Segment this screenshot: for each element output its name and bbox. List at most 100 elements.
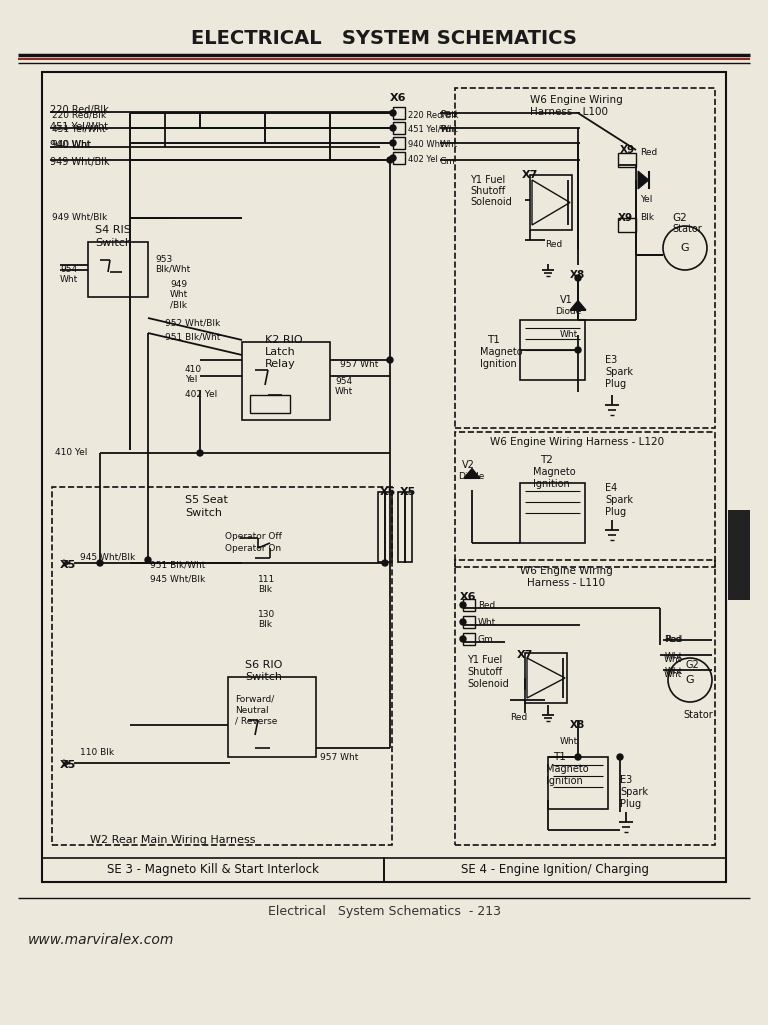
Text: Y1 Fuel: Y1 Fuel bbox=[470, 175, 505, 184]
Text: X5: X5 bbox=[400, 487, 416, 497]
Text: 957 Wht: 957 Wht bbox=[340, 360, 379, 369]
Text: 451 Yel/Wht: 451 Yel/Wht bbox=[50, 122, 108, 132]
Text: W6 Engine Wiring Harness - L120: W6 Engine Wiring Harness - L120 bbox=[490, 437, 664, 447]
Text: 951 Blk/Wht: 951 Blk/Wht bbox=[165, 333, 220, 342]
Text: Switch: Switch bbox=[185, 508, 222, 518]
Text: 949: 949 bbox=[170, 280, 187, 289]
Text: 951 Blk/Wht: 951 Blk/Wht bbox=[150, 560, 205, 569]
Bar bbox=[463, 633, 475, 645]
Text: 949 Wht/Blk: 949 Wht/Blk bbox=[52, 213, 108, 222]
Bar bbox=[463, 599, 475, 611]
Text: S4 RIS: S4 RIS bbox=[95, 226, 131, 235]
Text: X7: X7 bbox=[517, 650, 533, 660]
Text: S6 RIO: S6 RIO bbox=[245, 660, 283, 670]
Text: Pur: Pur bbox=[440, 125, 455, 134]
Text: W6 Engine Wiring: W6 Engine Wiring bbox=[520, 566, 613, 576]
Text: X7: X7 bbox=[522, 170, 538, 180]
Bar bbox=[250, 395, 290, 413]
Circle shape bbox=[460, 602, 466, 608]
Bar bbox=[384, 858, 726, 882]
Text: Electrical   System Schematics  - 213: Electrical System Schematics - 213 bbox=[267, 905, 501, 918]
Polygon shape bbox=[464, 468, 480, 478]
Text: Plug: Plug bbox=[605, 379, 626, 390]
Text: Wht: Wht bbox=[560, 330, 578, 339]
Text: Wht: Wht bbox=[664, 670, 682, 679]
Text: 952 Wht/Blk: 952 Wht/Blk bbox=[165, 318, 220, 327]
Text: Blk: Blk bbox=[640, 213, 654, 222]
Text: Magneto: Magneto bbox=[480, 347, 523, 357]
Text: Red: Red bbox=[665, 636, 682, 644]
Text: Red: Red bbox=[440, 110, 457, 119]
Bar bbox=[618, 218, 636, 232]
Text: Harness - L110: Harness - L110 bbox=[527, 578, 605, 588]
Text: Stator: Stator bbox=[683, 710, 713, 720]
Text: X5: X5 bbox=[380, 487, 396, 497]
Text: 451 Yel/Wht: 451 Yel/Wht bbox=[408, 125, 458, 134]
Text: Wht: Wht bbox=[664, 655, 682, 664]
Text: Solenoid: Solenoid bbox=[467, 679, 508, 689]
Text: X5: X5 bbox=[60, 560, 76, 570]
Text: Switch: Switch bbox=[245, 672, 282, 682]
Text: /Blk: /Blk bbox=[170, 300, 187, 309]
Text: SE 4 - Engine Ignition/ Charging: SE 4 - Engine Ignition/ Charging bbox=[461, 863, 649, 876]
Text: Harness - L100: Harness - L100 bbox=[530, 107, 608, 117]
Bar bbox=[52, 487, 392, 845]
Text: Red: Red bbox=[478, 601, 495, 610]
Text: Blk/Wht: Blk/Wht bbox=[155, 265, 190, 274]
Text: Spark: Spark bbox=[620, 787, 648, 797]
Circle shape bbox=[387, 157, 393, 163]
Text: Plug: Plug bbox=[605, 507, 626, 517]
Text: Red: Red bbox=[664, 636, 681, 644]
Bar bbox=[455, 432, 715, 567]
Text: X8: X8 bbox=[570, 270, 585, 280]
Bar bbox=[520, 320, 585, 380]
Text: E4: E4 bbox=[605, 483, 617, 493]
Circle shape bbox=[575, 347, 581, 353]
Text: 402 Yel: 402 Yel bbox=[185, 390, 217, 399]
Text: Operator On: Operator On bbox=[225, 544, 281, 554]
Bar bbox=[393, 152, 405, 164]
Text: Ignition: Ignition bbox=[533, 479, 570, 489]
Text: V2: V2 bbox=[462, 460, 475, 470]
Circle shape bbox=[460, 636, 466, 642]
Text: Blk: Blk bbox=[258, 620, 272, 629]
Text: Operator Off: Operator Off bbox=[225, 532, 282, 541]
Bar bbox=[378, 492, 392, 562]
Circle shape bbox=[197, 450, 203, 456]
Circle shape bbox=[382, 560, 388, 566]
Bar bbox=[88, 242, 148, 297]
Circle shape bbox=[390, 110, 396, 116]
Text: 410: 410 bbox=[185, 365, 202, 374]
Text: X9: X9 bbox=[620, 145, 635, 155]
Circle shape bbox=[390, 155, 396, 161]
Text: 402 Yel: 402 Yel bbox=[408, 155, 438, 164]
Text: Relay: Relay bbox=[265, 359, 296, 369]
Text: E3: E3 bbox=[620, 775, 632, 785]
Circle shape bbox=[145, 557, 151, 563]
Text: X8: X8 bbox=[570, 720, 585, 730]
Text: Wht: Wht bbox=[440, 140, 458, 149]
Text: SE 3 - Magneto Kill & Start Interlock: SE 3 - Magneto Kill & Start Interlock bbox=[107, 863, 319, 876]
Text: K2 RIO: K2 RIO bbox=[265, 335, 303, 345]
Text: G2: G2 bbox=[672, 213, 687, 223]
Text: T1: T1 bbox=[553, 752, 566, 762]
Text: Y1 Fuel: Y1 Fuel bbox=[467, 655, 502, 665]
Bar bbox=[520, 483, 585, 543]
Bar bbox=[463, 616, 475, 628]
Polygon shape bbox=[638, 171, 649, 189]
Text: 940 Wht: 940 Wht bbox=[50, 140, 91, 150]
Circle shape bbox=[460, 619, 466, 625]
Circle shape bbox=[390, 140, 396, 146]
Text: Spark: Spark bbox=[605, 367, 633, 377]
Text: Ignition: Ignition bbox=[546, 776, 583, 786]
Text: 949 Wht/Blk: 949 Wht/Blk bbox=[50, 157, 110, 167]
Text: 954: 954 bbox=[335, 377, 352, 386]
Bar bbox=[228, 676, 316, 757]
Text: Switch: Switch bbox=[95, 238, 132, 248]
Text: 220 Red/Blk: 220 Red/Blk bbox=[52, 110, 106, 119]
Text: 220 Red/Blk: 220 Red/Blk bbox=[408, 110, 458, 119]
Bar bbox=[242, 342, 330, 420]
Text: 957 Wht: 957 Wht bbox=[320, 753, 359, 762]
Text: Magneto: Magneto bbox=[546, 764, 588, 774]
Text: X5: X5 bbox=[60, 760, 76, 770]
